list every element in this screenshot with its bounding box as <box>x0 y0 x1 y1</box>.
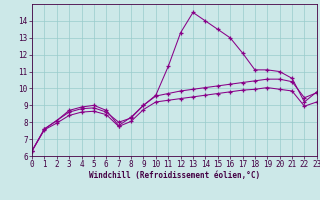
X-axis label: Windchill (Refroidissement éolien,°C): Windchill (Refroidissement éolien,°C) <box>89 171 260 180</box>
